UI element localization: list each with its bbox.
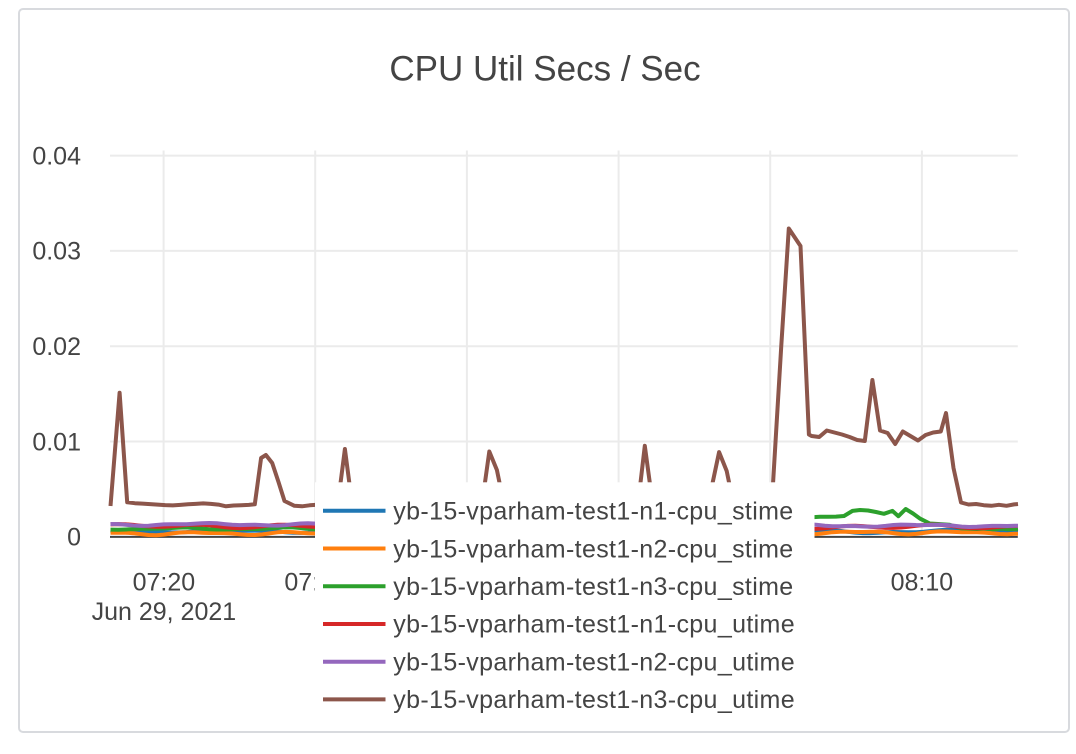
svg-text:yb-15-vparham-test1-n1-cpu_uti: yb-15-vparham-test1-n1-cpu_utime — [393, 611, 795, 639]
svg-text:yb-15-vparham-test1-n2-cpu_uti: yb-15-vparham-test1-n2-cpu_utime — [393, 648, 795, 676]
svg-text:Jun 29, 2021: Jun 29, 2021 — [92, 598, 237, 626]
svg-text:yb-15-vparham-test1-n1-cpu_sti: yb-15-vparham-test1-n1-cpu_stime — [393, 498, 793, 526]
svg-text:yb-15-vparham-test1-n2-cpu_sti: yb-15-vparham-test1-n2-cpu_stime — [393, 535, 793, 563]
svg-text:0: 0 — [67, 524, 81, 552]
svg-text:0.03: 0.03 — [32, 238, 81, 266]
svg-text:0.01: 0.01 — [32, 428, 81, 456]
svg-text:0.04: 0.04 — [32, 142, 81, 170]
svg-text:07:20: 07:20 — [133, 569, 196, 597]
svg-text:yb-15-vparham-test1-n3-cpu_uti: yb-15-vparham-test1-n3-cpu_utime — [393, 686, 795, 714]
svg-text:08:10: 08:10 — [891, 569, 954, 597]
svg-text:0.02: 0.02 — [32, 333, 81, 361]
svg-text:CPU Util Secs / Sec: CPU Util Secs / Sec — [389, 50, 700, 89]
svg-text:yb-15-vparham-test1-n3-cpu_sti: yb-15-vparham-test1-n3-cpu_stime — [393, 573, 793, 601]
